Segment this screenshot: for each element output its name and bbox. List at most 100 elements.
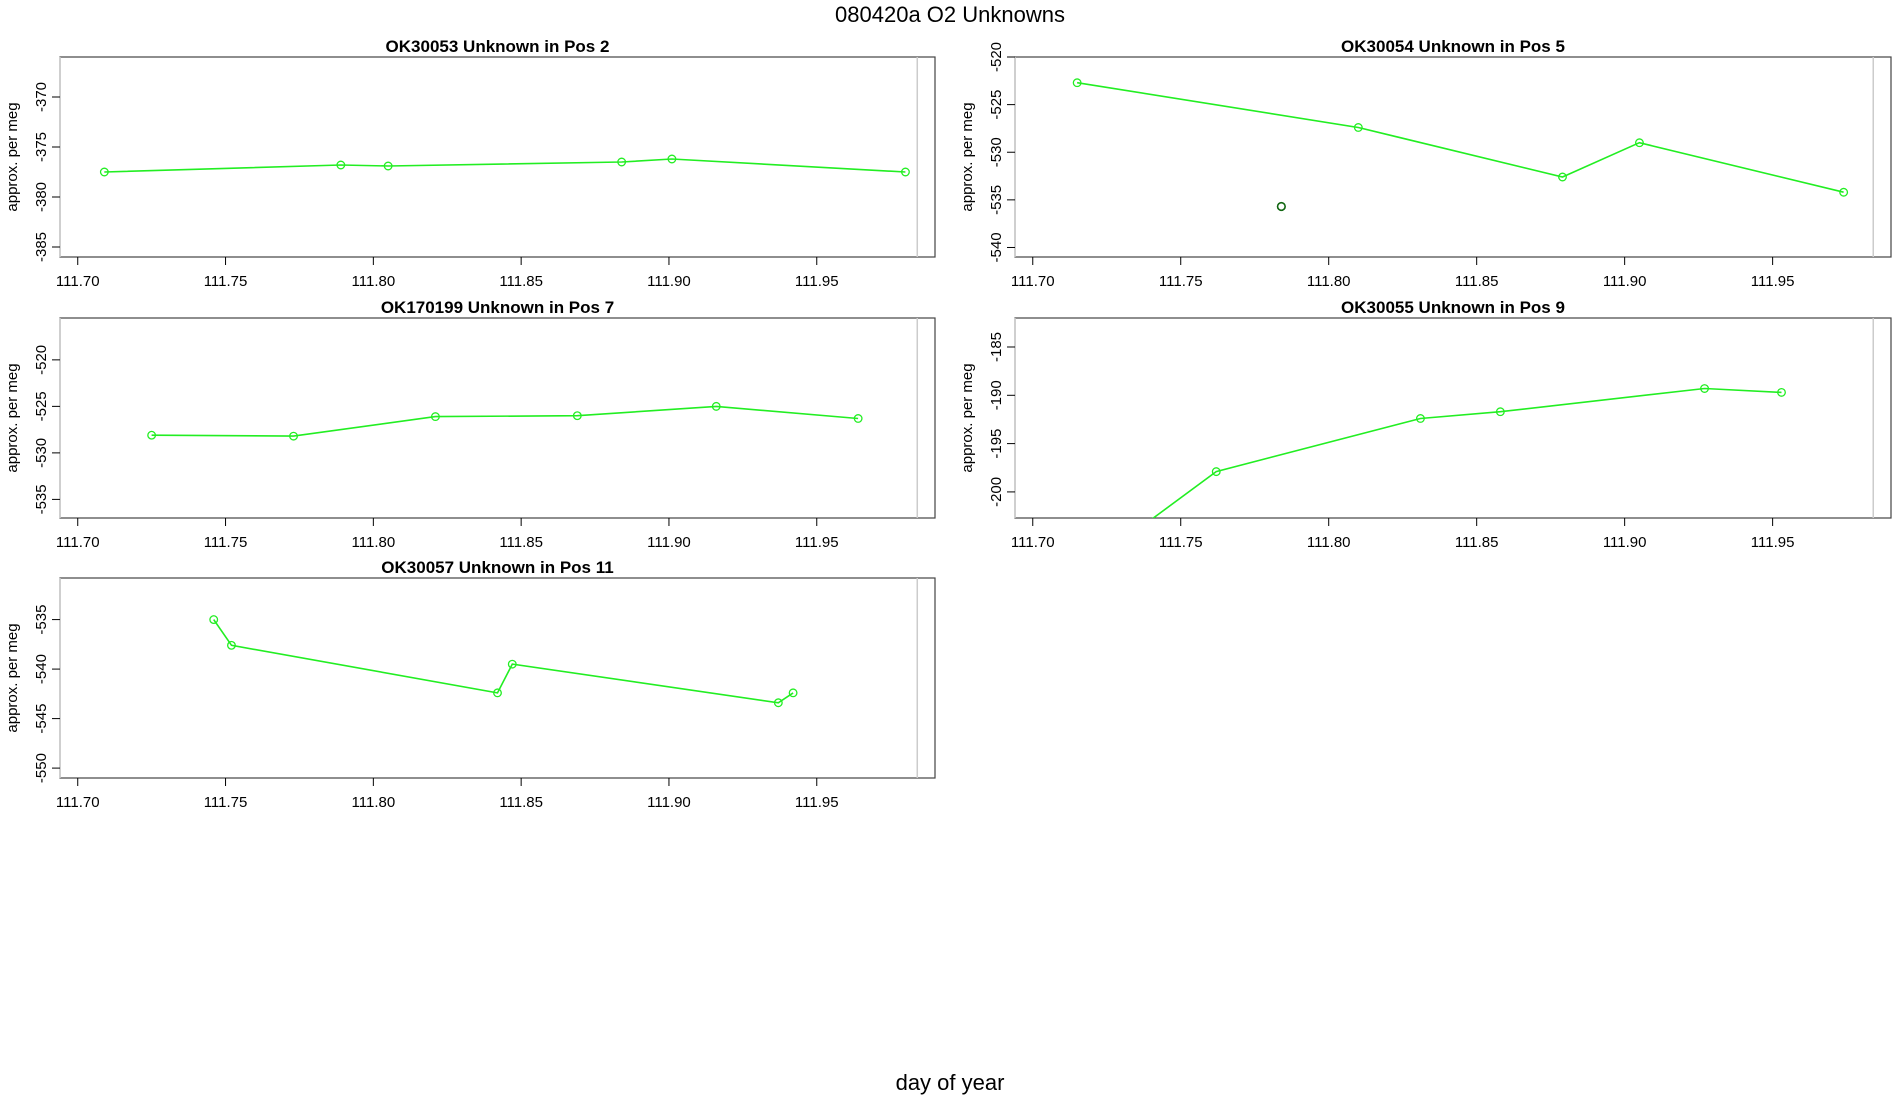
data-point <box>788 688 798 698</box>
series-line <box>151 405 859 437</box>
data-point <box>1072 78 1082 88</box>
y-tick-label: -520 <box>988 42 1005 72</box>
panel-5: OK30057 Unknown in Pos 11 approx. per meg… <box>4 558 936 811</box>
data-point <box>1634 138 1644 148</box>
y-tick-label: -535 <box>988 185 1005 215</box>
y-tick-label: -190 <box>988 380 1005 410</box>
x-tick-label: 111.85 <box>499 273 543 290</box>
x-tick-label: 111.70 <box>56 794 100 811</box>
panel-title: OK30054 Unknown in Pos 5 <box>1341 37 1565 56</box>
data-point <box>1495 407 1505 417</box>
data-point <box>617 157 627 167</box>
plot-frame <box>59 577 936 779</box>
data-point <box>773 698 783 708</box>
data-point <box>209 615 219 625</box>
data-point <box>1777 387 1786 397</box>
data-point <box>1839 187 1849 197</box>
data-point <box>1133 527 1141 535</box>
figure-title: 080420a O2 Unknowns <box>835 2 1065 27</box>
x-tick-label: 111.85 <box>499 534 543 551</box>
y-tick-label: -540 <box>988 232 1005 262</box>
x-tick-label: 111.75 <box>1159 534 1203 551</box>
x-tick-label: 111.70 <box>56 273 100 290</box>
y-tick-label: -540 <box>33 654 50 684</box>
x-tick-label: 111.90 <box>1603 534 1647 551</box>
data-point <box>1353 123 1363 132</box>
y-axis-label: approx. per meg <box>4 363 21 472</box>
y-tick-label: -370 <box>33 82 50 112</box>
y-tick-label: -550 <box>33 753 50 783</box>
x-tick-label: 111.90 <box>1603 273 1647 290</box>
plot-frame <box>59 317 936 519</box>
y-tick-label: -545 <box>33 704 50 734</box>
x-tick-label: 111.95 <box>795 534 839 551</box>
series-group <box>1072 78 1849 212</box>
y-tick-label: -385 <box>33 232 50 262</box>
data-point <box>289 431 298 441</box>
x-tick-label: 111.75 <box>204 273 248 290</box>
x-tick-label: 111.80 <box>1307 534 1351 551</box>
x-tick-label: 111.85 <box>1455 273 1499 290</box>
y-tick-label: -535 <box>33 605 50 635</box>
plot-frame <box>1014 317 1892 519</box>
data-point <box>900 167 910 177</box>
x-tick-label: 111.80 <box>352 794 396 811</box>
data-point <box>572 411 582 421</box>
panel-title: OK30057 Unknown in Pos 11 <box>381 558 613 577</box>
x-tick-label: 111.70 <box>56 534 100 551</box>
series-group <box>147 401 863 441</box>
y-tick-label: -525 <box>33 391 50 421</box>
data-point <box>430 412 440 422</box>
x-tick-label: 111.90 <box>647 273 691 290</box>
x-tick-label: 111.85 <box>499 794 543 811</box>
x-tick-label: 111.75 <box>1159 273 1203 290</box>
y-tick-label: -520 <box>33 345 50 375</box>
series-group <box>99 154 910 177</box>
data-point <box>507 659 517 669</box>
x-tick-label: 111.95 <box>795 794 839 811</box>
x-tick-label: 111.90 <box>647 794 691 811</box>
series-line <box>104 158 906 173</box>
data-point <box>147 430 157 440</box>
y-axis-label: approx. per meg <box>4 623 21 732</box>
data-point <box>711 401 721 411</box>
x-tick-label: 111.80 <box>352 534 396 551</box>
x-tick-label: 111.70 <box>1011 273 1055 290</box>
data-point <box>1700 384 1710 393</box>
y-axis-label: approx. per meg <box>959 102 976 211</box>
y-axis-label: approx. per meg <box>4 102 21 211</box>
data-point <box>336 160 346 170</box>
y-tick-label: -185 <box>988 332 1005 362</box>
panel-title: OK30053 Unknown in Pos 2 <box>386 37 610 56</box>
x-tick-label: 111.80 <box>352 273 396 290</box>
x-tick-label: 111.90 <box>647 534 691 551</box>
figure-xlabel: day of year <box>895 1070 1005 1095</box>
x-tick-label: 111.95 <box>1751 534 1795 551</box>
y-tick-label: -535 <box>33 484 50 514</box>
series-line <box>1076 81 1844 193</box>
x-tick-label: 111.95 <box>1751 273 1795 290</box>
y-tick-label: -530 <box>988 137 1005 167</box>
data-point <box>667 154 677 164</box>
series-group <box>209 615 798 708</box>
panel-4: OK30055 Unknown in Pos 9 approx. per meg 1… <box>959 298 1892 551</box>
x-tick-label: 111.75 <box>204 534 248 551</box>
y-tick-label: -200 <box>988 477 1005 507</box>
panel-title: OK30055 Unknown in Pos 9 <box>1341 298 1565 317</box>
x-tick-label: 111.85 <box>1455 534 1499 551</box>
data-point <box>99 167 109 177</box>
series-line <box>213 619 794 704</box>
data-point <box>493 688 502 698</box>
x-tick-label: 111.95 <box>795 273 839 290</box>
series-group <box>1133 384 1786 535</box>
panel-1: OK30053 Unknown in Pos 2 approx. per meg 1… <box>4 37 936 290</box>
outlier-point <box>1276 201 1286 212</box>
x-tick-label: 111.75 <box>204 794 248 811</box>
data-point <box>853 414 863 423</box>
plot-frame <box>59 56 936 258</box>
y-tick-label: -375 <box>33 132 50 162</box>
data-point <box>1558 172 1567 182</box>
panel-3: OK170199 Unknown in Pos 7 approx. per meg… <box>4 298 936 551</box>
data-point <box>1415 414 1425 423</box>
series-line <box>1152 387 1782 518</box>
